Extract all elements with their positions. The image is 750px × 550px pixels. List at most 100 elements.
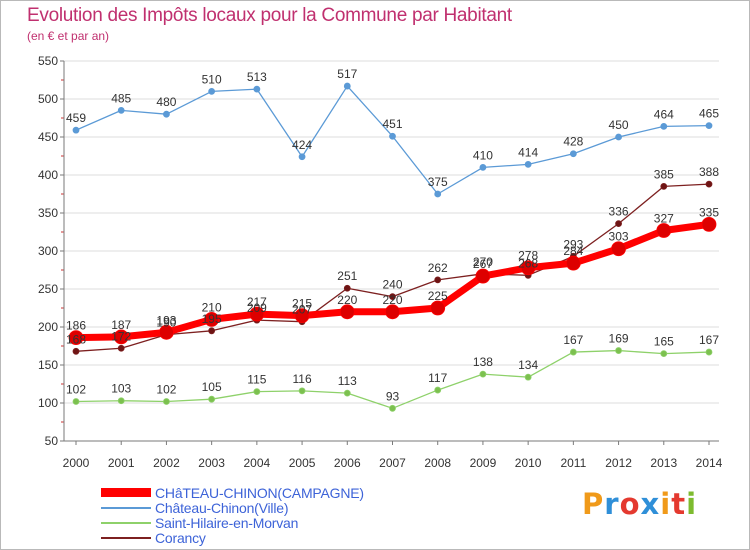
data-point	[343, 389, 351, 397]
y-tick-label: 500	[38, 92, 58, 106]
y-tick-label: 300	[38, 244, 58, 258]
data-point	[159, 324, 174, 340]
x-tick-label: 2002	[153, 456, 180, 470]
data-label: 209	[247, 301, 267, 315]
data-point	[208, 395, 216, 403]
data-label: 240	[382, 278, 402, 292]
y-tick-label: 100	[38, 396, 58, 410]
data-label: 388	[699, 165, 719, 179]
legend-label: Saint-Hilaire-en-Morvan	[155, 514, 299, 531]
data-label: 428	[563, 135, 583, 149]
legend-item: Corancy	[101, 529, 364, 546]
data-point	[72, 126, 80, 134]
chart-subtitle: (en € et par an)	[27, 29, 110, 43]
data-point	[385, 304, 400, 320]
data-label: 115	[247, 373, 266, 387]
data-label: 284	[563, 244, 583, 258]
data-point	[430, 300, 446, 316]
y-tick-label: 150	[38, 358, 58, 372]
data-label: 169	[609, 332, 629, 346]
data-point	[434, 190, 442, 198]
data-point	[479, 163, 487, 171]
data-label: 138	[473, 355, 493, 369]
x-tick-label: 2007	[379, 456, 406, 470]
legend-swatch	[101, 506, 151, 509]
data-label: 93	[386, 389, 400, 403]
logo-letter: i	[686, 487, 698, 521]
data-point	[249, 306, 265, 322]
data-point	[660, 350, 668, 358]
data-point	[615, 133, 622, 141]
data-point	[113, 329, 129, 345]
y-tick-label: 550	[38, 54, 58, 68]
data-point	[565, 255, 581, 271]
y-tick-label: 400	[38, 168, 58, 182]
data-point	[705, 180, 713, 188]
data-label: 165	[654, 335, 674, 349]
data-label: 510	[202, 72, 222, 86]
data-point	[475, 268, 491, 284]
legend-item: Château-Chinon(Ville)	[101, 499, 364, 516]
data-point	[72, 398, 80, 405]
data-label: 450	[609, 118, 629, 132]
x-tick-label: 2010	[515, 456, 542, 470]
series-2	[72, 347, 713, 412]
y-tick-label: 250	[38, 282, 58, 296]
legend-label: Corancy	[155, 529, 206, 546]
x-tick-label: 2011	[560, 456, 586, 470]
data-label: 102	[66, 382, 86, 396]
data-label: 485	[111, 91, 131, 105]
legend-swatch	[101, 487, 151, 498]
data-label: 103	[111, 382, 131, 396]
data-point	[615, 347, 622, 354]
y-tick-label: 450	[38, 130, 58, 144]
data-label: 335	[699, 205, 719, 219]
data-point	[204, 311, 220, 327]
logo-letter: o	[619, 487, 641, 521]
data-label: 267	[473, 257, 493, 271]
x-tick-label: 2001	[108, 456, 135, 470]
data-label: 336	[609, 205, 629, 219]
data-label: 513	[247, 70, 267, 84]
data-point	[163, 110, 170, 118]
data-label: 410	[473, 148, 493, 162]
data-label: 262	[428, 261, 448, 275]
data-label: 414	[518, 145, 538, 159]
x-tick-label: 2012	[605, 456, 632, 470]
data-label: 113	[338, 374, 357, 388]
data-point	[705, 122, 713, 129]
logo-letter: x	[640, 487, 661, 521]
data-point	[117, 397, 125, 405]
series-0	[68, 216, 717, 346]
data-point	[339, 304, 355, 320]
data-point	[343, 284, 351, 292]
logo-letter: t	[671, 487, 687, 521]
data-label: 424	[292, 138, 312, 152]
data-point	[701, 216, 717, 232]
y-tick-label: 50	[45, 434, 59, 448]
legend-item: Saint-Hilaire-en-Morvan	[101, 514, 364, 531]
x-tick-label: 2006	[334, 456, 361, 470]
data-point	[163, 398, 170, 405]
y-tick-label: 200	[38, 320, 58, 334]
data-label: 480	[156, 95, 176, 109]
data-label: 278	[518, 249, 538, 263]
legend-swatch	[101, 521, 151, 524]
legend-label: Château-Chinon(Ville)	[155, 499, 289, 516]
logo-letter: P	[582, 487, 605, 521]
data-point	[434, 386, 442, 394]
data-point	[524, 160, 532, 168]
data-label: 167	[699, 333, 719, 347]
data-label: 251	[337, 269, 357, 283]
data-label: 517	[337, 67, 357, 81]
data-label: 327	[654, 211, 674, 225]
data-label: 217	[247, 295, 267, 309]
x-tick-label: 2005	[289, 456, 316, 470]
x-tick-label: 2000	[63, 456, 90, 470]
data-point	[343, 82, 351, 90]
data-point	[253, 388, 261, 396]
data-point	[72, 347, 80, 355]
chart-legend: CHâTEAU-CHINON(CAMPAGNE) Château-Chinon(V…	[101, 485, 364, 546]
